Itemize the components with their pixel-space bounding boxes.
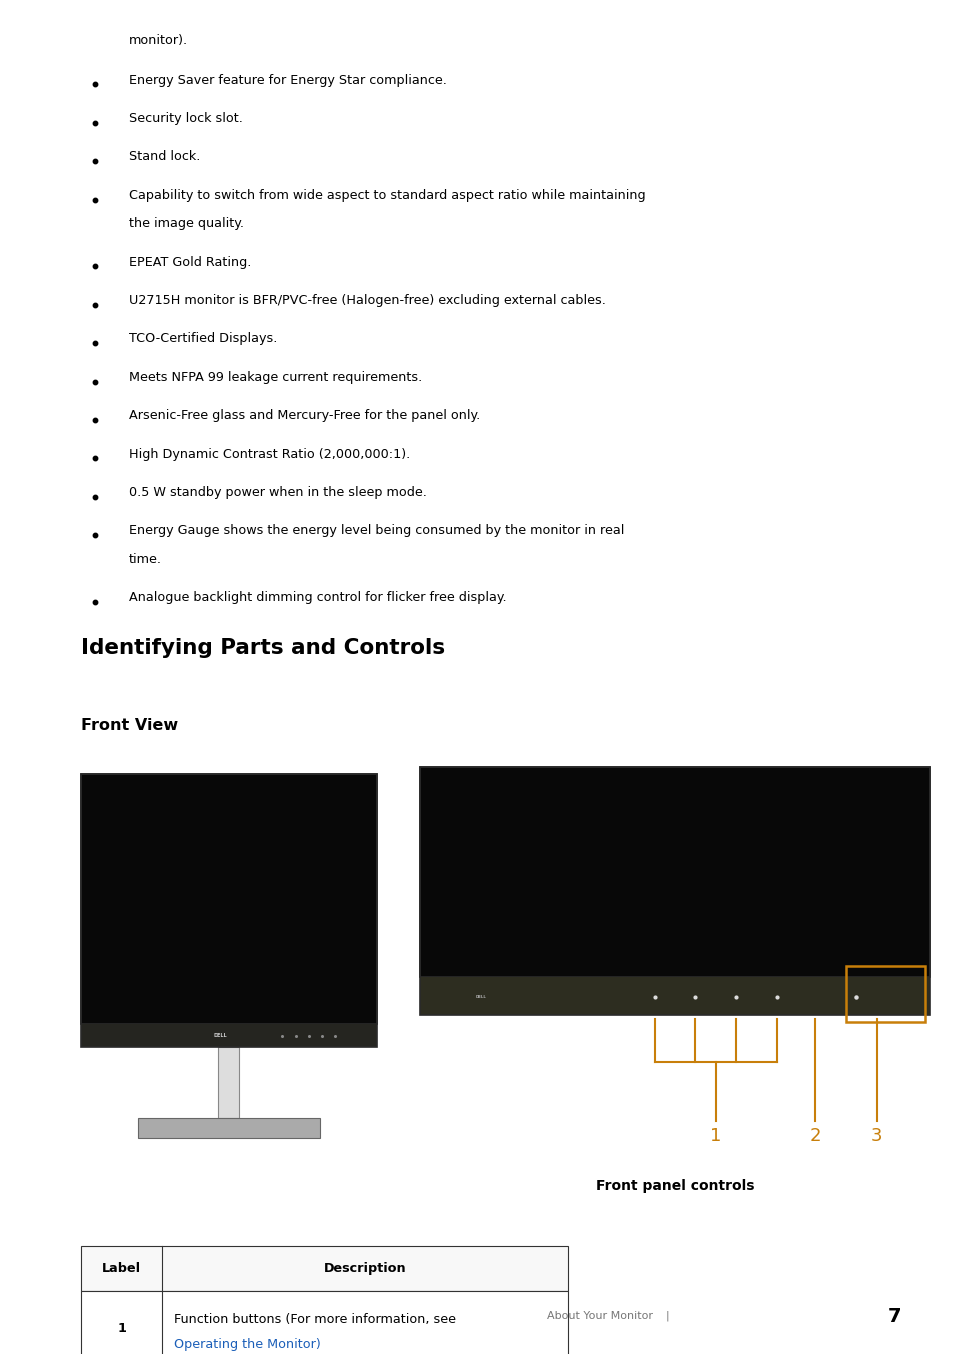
Text: Security lock slot.: Security lock slot.	[129, 112, 242, 125]
Text: 1: 1	[709, 1128, 720, 1145]
Text: Operating the Monitor): Operating the Monitor)	[173, 1338, 320, 1351]
Text: DELL: DELL	[213, 1033, 227, 1039]
Bar	[419, 768, 929, 1016]
Text: DELL: DELL	[476, 995, 486, 999]
Text: EPEAT Gold Rating.: EPEAT Gold Rating.	[129, 256, 251, 268]
Bar	[419, 768, 929, 978]
Bar	[218, 1048, 239, 1118]
Bar	[81, 774, 376, 1025]
Text: monitor).: monitor).	[129, 34, 188, 47]
Text: Arsenic-Free glass and Mercury-Free for the panel only.: Arsenic-Free glass and Mercury-Free for …	[129, 409, 479, 422]
Text: U2715H monitor is BFR/PVC-free (Halogen-free) excluding external cables.: U2715H monitor is BFR/PVC-free (Halogen-…	[129, 294, 605, 307]
Bar	[81, 774, 376, 1048]
Text: Stand lock.: Stand lock.	[129, 150, 200, 164]
Text: 7: 7	[887, 1307, 901, 1326]
Text: Energy Saver feature for Energy Star compliance.: Energy Saver feature for Energy Star com…	[129, 73, 446, 87]
Bar	[81, 1025, 376, 1048]
Text: Label: Label	[102, 1262, 141, 1275]
Text: Energy Gauge shows the energy level being consumed by the monitor in real: Energy Gauge shows the energy level bein…	[129, 524, 623, 538]
Text: Meets NFPA 99 leakage current requirements.: Meets NFPA 99 leakage current requiremen…	[129, 371, 421, 383]
Text: 2: 2	[809, 1128, 821, 1145]
Text: Function buttons (For more information, see: Function buttons (For more information, …	[173, 1313, 456, 1326]
Bar	[419, 978, 929, 1016]
Bar	[81, 1292, 567, 1354]
Text: Description: Description	[323, 1262, 406, 1275]
Text: Identifying Parts and Controls: Identifying Parts and Controls	[81, 638, 445, 658]
Text: Capability to switch from wide aspect to standard aspect ratio while maintaining: Capability to switch from wide aspect to…	[129, 188, 645, 202]
Bar	[81, 1247, 567, 1292]
Text: TCO-Certified Displays.: TCO-Certified Displays.	[129, 332, 277, 345]
Text: Analogue backlight dimming control for flicker free display.: Analogue backlight dimming control for f…	[129, 592, 506, 604]
Text: the image quality.: the image quality.	[129, 217, 244, 230]
Text: 0.5 W standby power when in the sleep mode.: 0.5 W standby power when in the sleep mo…	[129, 486, 426, 500]
Text: High Dynamic Contrast Ratio (2,000,000:1).: High Dynamic Contrast Ratio (2,000,000:1…	[129, 448, 410, 460]
Text: Front panel controls: Front panel controls	[595, 1179, 754, 1193]
Text: About Your Monitor: About Your Monitor	[547, 1311, 653, 1322]
Text: 3: 3	[870, 1128, 882, 1145]
Bar	[845, 967, 924, 1022]
Text: Front View: Front View	[81, 718, 178, 733]
Text: |: |	[665, 1311, 669, 1322]
Text: time.: time.	[129, 552, 162, 566]
Text: 1: 1	[117, 1322, 126, 1335]
Bar	[138, 1118, 319, 1139]
